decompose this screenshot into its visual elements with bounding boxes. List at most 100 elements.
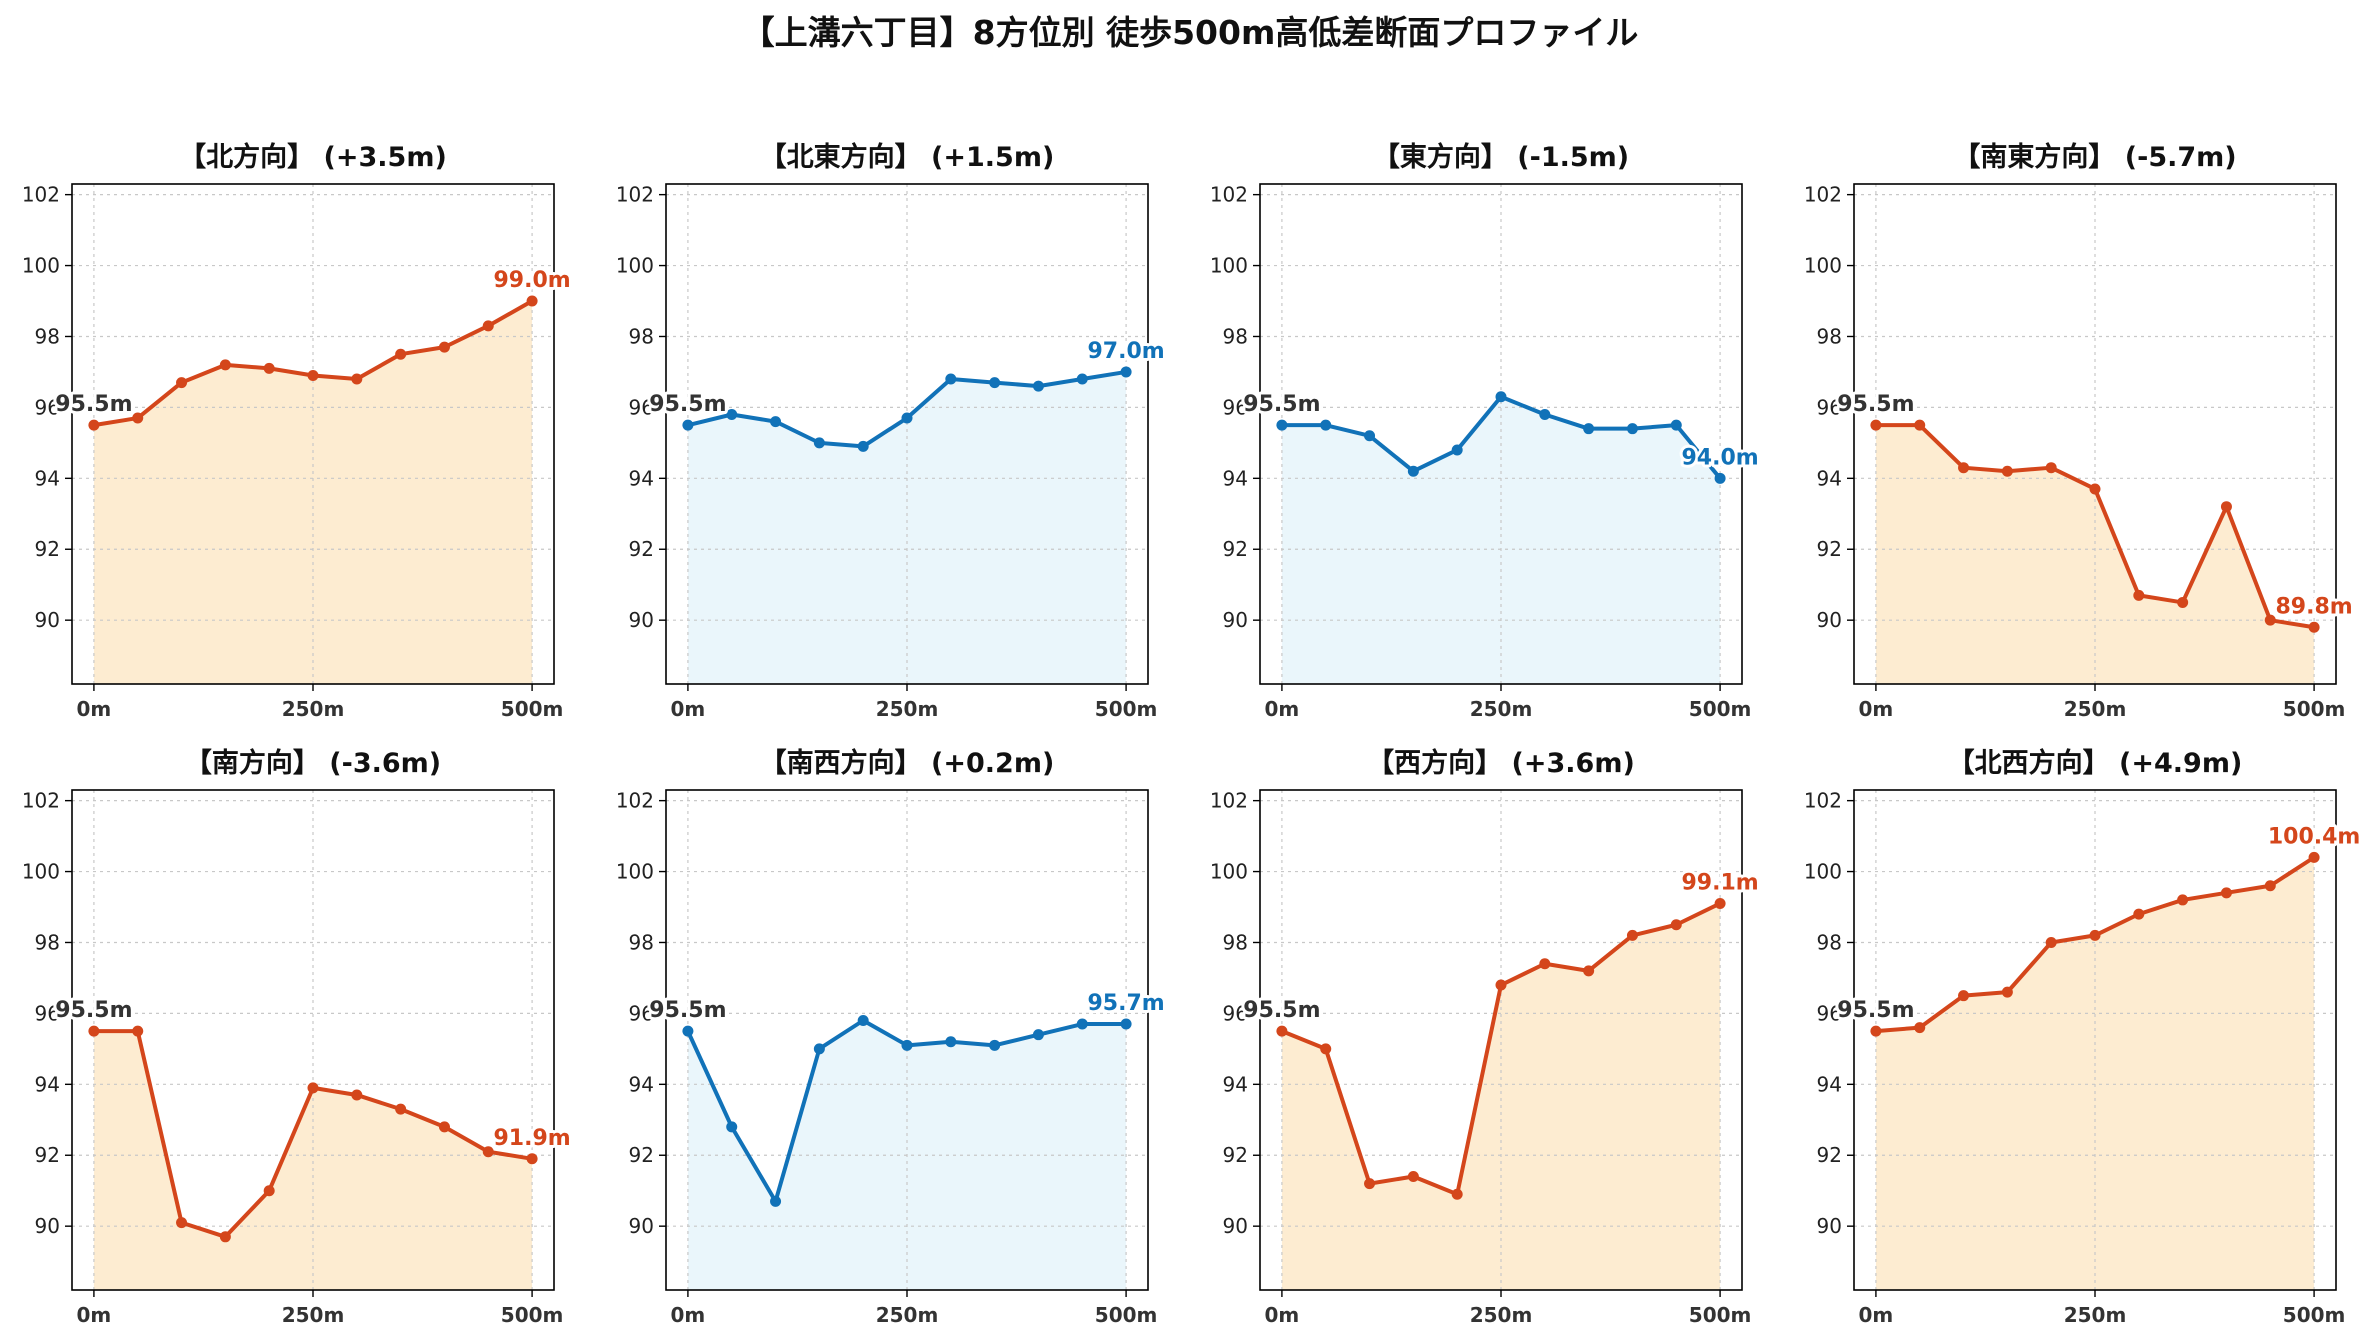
panel-title: 【北方向】 (+3.5m) bbox=[179, 141, 447, 173]
y-tick-label: 90 bbox=[629, 608, 654, 632]
y-tick-label: 90 bbox=[1223, 608, 1248, 632]
data-point bbox=[88, 420, 99, 431]
data-point bbox=[2221, 887, 2232, 898]
data-point bbox=[2133, 909, 2144, 920]
y-tick-label: 98 bbox=[1223, 324, 1248, 348]
data-point bbox=[483, 1146, 494, 1157]
y-tick-label: 100 bbox=[1804, 254, 1842, 278]
data-point bbox=[989, 1040, 1000, 1051]
data-point bbox=[351, 1089, 362, 1100]
end-elevation-label: 97.0m bbox=[1087, 339, 1164, 364]
y-tick-label: 94 bbox=[1223, 1072, 1248, 1096]
y-tick-label: 102 bbox=[1804, 789, 1842, 813]
data-point bbox=[1320, 420, 1331, 431]
y-tick-label: 92 bbox=[35, 537, 60, 561]
data-point bbox=[1715, 898, 1726, 909]
data-point bbox=[858, 1015, 869, 1026]
x-tick-label: 250m bbox=[282, 697, 345, 721]
data-point bbox=[176, 377, 187, 388]
y-tick-label: 94 bbox=[629, 466, 654, 490]
data-point bbox=[2002, 987, 2013, 998]
elevation-panel-4: 90929496981001020m 250m 500m【南東方向】 (-5.7m)… bbox=[1804, 141, 2353, 721]
y-tick-label: 102 bbox=[616, 789, 654, 813]
x-tick-label: 0m bbox=[77, 1303, 112, 1327]
data-point bbox=[395, 349, 406, 360]
area-fill bbox=[1876, 425, 2314, 684]
start-elevation-label: 95.5m bbox=[1837, 998, 1914, 1023]
x-tick-label: 500m bbox=[2283, 1303, 2346, 1327]
y-tick-label: 98 bbox=[1223, 930, 1248, 954]
y-tick-label: 90 bbox=[35, 608, 60, 632]
y-tick-label: 94 bbox=[1817, 466, 1842, 490]
data-point bbox=[1121, 366, 1132, 377]
data-point bbox=[2046, 937, 2057, 948]
y-tick-label: 92 bbox=[1817, 537, 1842, 561]
x-tick-label: 250m bbox=[2064, 697, 2127, 721]
data-point bbox=[351, 374, 362, 385]
data-point bbox=[1627, 930, 1638, 941]
data-point bbox=[1364, 1178, 1375, 1189]
x-tick-label: 500m bbox=[1689, 697, 1752, 721]
elevation-panel-2: 90929496981001020m 250m 500m【北東方向】 (+1.5m)… bbox=[616, 141, 1165, 721]
x-tick-label: 250m bbox=[1470, 697, 1533, 721]
end-elevation-label: 91.9m bbox=[493, 1126, 570, 1151]
x-tick-label: 0m bbox=[77, 697, 112, 721]
start-elevation-label: 95.5m bbox=[1837, 392, 1914, 417]
x-tick-label: 250m bbox=[1470, 1303, 1533, 1327]
y-tick-label: 92 bbox=[1817, 1143, 1842, 1167]
start-elevation-label: 95.5m bbox=[55, 998, 132, 1023]
y-tick-label: 100 bbox=[1804, 860, 1842, 884]
data-point bbox=[1583, 423, 1594, 434]
data-point bbox=[814, 437, 825, 448]
chart-panels: 90 92 94 96 98 100 102 0m 250m 500m 【北方向】 (+3.5m) 9… bbox=[22, 141, 2361, 1327]
data-point bbox=[1077, 1019, 1088, 1030]
data-point bbox=[902, 1040, 913, 1051]
y-tick-label: 98 bbox=[35, 930, 60, 954]
data-point bbox=[2090, 930, 2101, 941]
panel-title: 【東方向】 (-1.5m) bbox=[1373, 141, 1629, 173]
data-point bbox=[439, 1121, 450, 1132]
x-tick-label: 0m bbox=[671, 697, 706, 721]
y-tick-label: 94 bbox=[1223, 466, 1248, 490]
end-elevation-label: 99.0m bbox=[493, 268, 570, 293]
data-point bbox=[527, 1153, 538, 1164]
y-tick-label: 98 bbox=[1817, 324, 1842, 348]
data-point bbox=[1320, 1043, 1331, 1054]
data-point bbox=[1958, 462, 1969, 473]
x-tick-label: 0m bbox=[1859, 1303, 1894, 1327]
x-tick-label: 500m bbox=[1689, 1303, 1752, 1327]
panel-title: 【北東方向】 (+1.5m) bbox=[760, 141, 1055, 173]
data-point bbox=[770, 1196, 781, 1207]
data-point bbox=[1539, 409, 1550, 420]
data-point bbox=[726, 1121, 737, 1132]
data-point bbox=[395, 1104, 406, 1115]
start-elevation-label: 95.5m bbox=[1243, 998, 1320, 1023]
data-point bbox=[308, 370, 319, 381]
panel-title: 【南方向】 (-3.6m) bbox=[185, 747, 441, 779]
data-point bbox=[2002, 466, 2013, 477]
start-elevation-label: 95.5m bbox=[649, 392, 726, 417]
y-tick-label: 102 bbox=[22, 789, 60, 813]
end-elevation-label: 100.4m bbox=[2268, 824, 2361, 849]
data-point bbox=[814, 1043, 825, 1054]
y-tick-label: 90 bbox=[1817, 1214, 1842, 1238]
x-tick-label: 500m bbox=[501, 697, 564, 721]
x-tick-label: 500m bbox=[1095, 1303, 1158, 1327]
x-tick-label: 250m bbox=[282, 1303, 345, 1327]
data-point bbox=[2265, 615, 2276, 626]
y-tick-label: 94 bbox=[35, 1072, 60, 1096]
elevation-panel-5: 90929496981001020m 250m 500m【南方向】 (-3.6m)9… bbox=[22, 747, 571, 1327]
y-tick-label: 100 bbox=[1210, 254, 1248, 278]
y-tick-label: 102 bbox=[22, 183, 60, 207]
data-point bbox=[1870, 1026, 1881, 1037]
data-point bbox=[1408, 1171, 1419, 1182]
data-point bbox=[132, 413, 143, 424]
figure-title: 【上溝六丁目】8方位別 徒歩500m高低差断面プロファイル bbox=[742, 13, 1639, 52]
data-point bbox=[726, 409, 737, 420]
y-tick-label: 102 bbox=[1210, 183, 1248, 207]
x-tick-label: 0m bbox=[1859, 697, 1894, 721]
data-point bbox=[1276, 420, 1287, 431]
data-point bbox=[1583, 965, 1594, 976]
y-tick-label: 92 bbox=[629, 537, 654, 561]
start-elevation-label: 95.5m bbox=[55, 392, 132, 417]
